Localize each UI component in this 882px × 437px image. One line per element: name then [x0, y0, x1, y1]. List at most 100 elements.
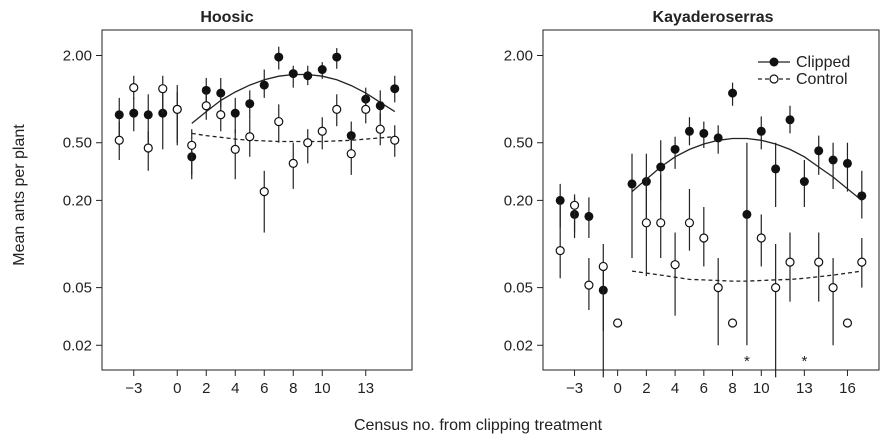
- point-clipped: [699, 128, 709, 138]
- point-control: [771, 283, 781, 293]
- point-control: [857, 257, 867, 267]
- point-clipped: [288, 69, 298, 79]
- point-control: [259, 186, 269, 197]
- point-clipped: [857, 191, 867, 201]
- point-control: [598, 261, 608, 272]
- point-control: [814, 257, 824, 267]
- point-clipped: [375, 101, 385, 111]
- point-clipped: [555, 195, 565, 205]
- point-control: [375, 124, 385, 134]
- y-tick-label: 0.50: [63, 135, 92, 152]
- point-control: [390, 135, 400, 145]
- point-control: [584, 280, 594, 290]
- fit-line-clipped: [631, 137, 863, 201]
- point-clipped: [684, 126, 694, 136]
- point-clipped: [814, 146, 824, 156]
- point-control: [172, 104, 182, 114]
- point-control: [245, 132, 255, 142]
- point-control: [332, 104, 342, 114]
- point-control: [727, 318, 738, 328]
- point-clipped: [143, 110, 153, 120]
- legend-clipped-label: Clipped: [796, 54, 850, 71]
- y-tick-label: 0.20: [63, 192, 92, 209]
- point-control: [158, 84, 168, 94]
- point-clipped: [656, 162, 666, 172]
- point-control: [785, 257, 795, 267]
- point-clipped: [713, 133, 723, 143]
- point-clipped: [670, 144, 680, 154]
- point-clipped: [230, 108, 240, 118]
- point-control: [346, 149, 356, 159]
- x-tick-label: −3: [566, 380, 583, 397]
- point-clipped: [216, 88, 226, 98]
- legend-clipped-marker: [769, 57, 779, 67]
- legend: Clipped Control: [758, 54, 850, 88]
- y-tick-label: 0.02: [63, 337, 92, 354]
- point-clipped: [742, 209, 752, 219]
- x-tick-label: 16: [839, 380, 856, 397]
- point-control: [143, 143, 153, 153]
- point-clipped: [627, 179, 637, 189]
- panel-kayaderoserras: Kayaderoserras 2.00 0.50 0.20 0.05 0.02 −3 0 2 4…: [504, 9, 880, 397]
- x-tick-label: 6: [700, 380, 708, 397]
- x-tick-label: 0: [613, 380, 621, 397]
- axis-ticks: 2.00 0.50 0.20 0.05 0.02 −3 0 2 4 6 8 10 13: [63, 48, 374, 397]
- point-control: [555, 246, 565, 256]
- point-control: [756, 233, 766, 243]
- point-control: [187, 140, 197, 150]
- x-axis-label: Census no. from clipping treatment: [354, 417, 603, 434]
- point-control: [670, 260, 680, 270]
- significance-marker: *: [744, 353, 750, 370]
- point-control: [129, 83, 139, 93]
- x-tick-label: 10: [753, 380, 770, 397]
- y-tick-label: 0.05: [504, 280, 533, 297]
- point-control: [842, 318, 853, 328]
- point-clipped: [259, 80, 269, 90]
- x-tick-label: 13: [357, 380, 374, 397]
- axis-ticks: 2.00 0.50 0.20 0.05 0.02 −3 0 2 4 6 8 10 13 16: [504, 48, 856, 397]
- point-control: [201, 101, 211, 111]
- data-points: [555, 82, 867, 378]
- y-tick-label: 2.00: [504, 48, 533, 65]
- point-control: [641, 218, 651, 228]
- x-tick-label: 4: [231, 380, 239, 397]
- point-control: [317, 126, 327, 136]
- point-clipped: [842, 158, 852, 168]
- point-clipped: [584, 211, 594, 221]
- point-clipped: [799, 177, 809, 187]
- point-clipped: [728, 88, 738, 98]
- point-control: [699, 233, 709, 243]
- x-tick-label: 10: [314, 380, 331, 397]
- y-axis-label: Mean ants per plant: [11, 124, 28, 266]
- x-tick-label: −3: [125, 380, 142, 397]
- point-control: [114, 135, 124, 145]
- point-control: [828, 283, 838, 293]
- legend-control-label: Control: [796, 71, 848, 88]
- point-clipped: [785, 115, 795, 125]
- point-clipped: [317, 65, 327, 75]
- point-control: [656, 218, 666, 228]
- point-control: [613, 318, 623, 328]
- y-tick-label: 0.05: [63, 280, 92, 297]
- legend-control-marker: [769, 74, 779, 84]
- panel-hoosic: Hoosic 2.00 0.50 0.20 0.05 0.02 −3 0 2 4 6 8 10 13: [63, 9, 413, 397]
- y-tick-label: 0.20: [504, 192, 533, 209]
- point-control: [684, 218, 695, 228]
- point-control: [361, 104, 371, 114]
- panel-title: Hoosic: [200, 9, 253, 26]
- point-clipped: [828, 155, 838, 165]
- point-clipped: [390, 84, 400, 94]
- y-tick-label: 0.02: [504, 337, 533, 354]
- x-tick-label: 6: [260, 380, 268, 397]
- point-clipped: [332, 52, 342, 62]
- point-clipped: [114, 110, 124, 120]
- point-clipped: [245, 99, 255, 109]
- point-clipped: [756, 126, 766, 136]
- point-control: [274, 116, 284, 127]
- x-tick-label: 8: [289, 380, 297, 397]
- x-tick-label: 2: [642, 380, 650, 397]
- x-tick-label: 2: [202, 380, 210, 397]
- point-clipped: [201, 85, 211, 95]
- significance-marker: *: [801, 353, 807, 370]
